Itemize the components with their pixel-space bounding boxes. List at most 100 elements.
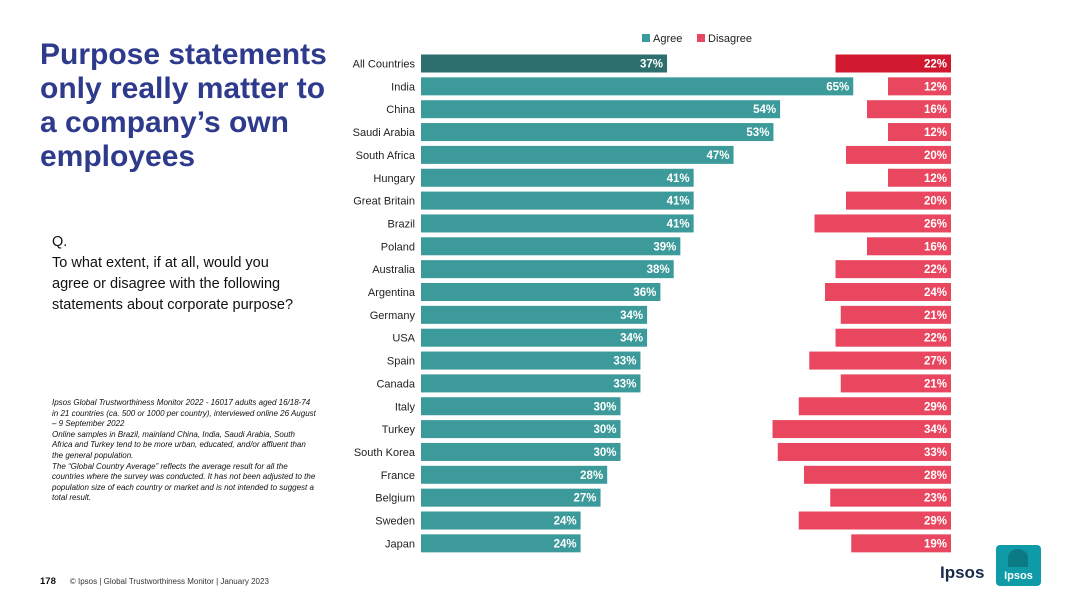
- agree-bar: [421, 260, 674, 279]
- footer: 178 © Ipsos | Global Trustworthiness Mon…: [40, 576, 269, 587]
- disagree-bar: [798, 397, 951, 416]
- agree-value-label: 33%: [613, 356, 636, 368]
- agree-value-label: 38%: [647, 264, 670, 276]
- ipsos-logo-icon: Ipsos: [996, 545, 1041, 586]
- category-label: Poland: [381, 241, 415, 253]
- disagree-value-label: 20%: [924, 150, 947, 162]
- survey-question: Q. To what extent, if at all, would you …: [52, 232, 302, 316]
- disagree-bar: [835, 328, 951, 347]
- disagree-value-label: 33%: [924, 447, 947, 459]
- agree-value-label: 28%: [580, 470, 603, 482]
- category-label: France: [381, 470, 415, 482]
- disagree-bar: [835, 54, 951, 73]
- agree-value-label: 53%: [746, 127, 769, 139]
- agree-bar: [421, 534, 581, 553]
- disagree-bar: [867, 237, 951, 256]
- disagree-value-label: 16%: [924, 241, 947, 253]
- category-label: Germany: [370, 310, 416, 322]
- disagree-value-label: 21%: [924, 378, 947, 390]
- agree-value-label: 41%: [667, 173, 690, 185]
- agree-bar: [421, 214, 694, 233]
- disagree-value-label: 28%: [924, 470, 947, 482]
- page-title: Purpose statements only really matter to…: [40, 38, 327, 173]
- disagree-value-label: 22%: [924, 333, 947, 345]
- disagree-bar: [825, 283, 951, 301]
- category-label: Argentina: [368, 287, 416, 299]
- agree-bar: [421, 374, 641, 393]
- agree-bar: [421, 283, 661, 301]
- agree-value-label: 30%: [593, 401, 616, 413]
- disagree-bar: [846, 191, 951, 210]
- agree-bar: [421, 191, 694, 210]
- question-prefix: Q.: [52, 234, 68, 250]
- category-label: South Korea: [354, 447, 416, 459]
- disagree-bar: [777, 442, 951, 461]
- disagree-bar: [840, 374, 951, 393]
- category-label: Brazil: [387, 218, 415, 230]
- disagree-value-label: 34%: [924, 424, 947, 436]
- legend-agree-label: Agree: [653, 33, 682, 45]
- agree-value-label: 41%: [667, 196, 690, 208]
- agree-bar: [421, 442, 621, 461]
- disagree-bar: [888, 123, 951, 142]
- agree-value-label: 33%: [613, 378, 636, 390]
- category-label: Sweden: [375, 516, 415, 528]
- disagree-bar: [772, 420, 951, 439]
- question-text: To what extent, if at all, would you agr…: [52, 255, 294, 313]
- agree-value-label: 39%: [653, 241, 676, 253]
- legend-agree-swatch: [642, 34, 650, 42]
- agree-value-label: 47%: [707, 150, 730, 162]
- agree-value-label: 34%: [620, 333, 643, 345]
- disagree-value-label: 27%: [924, 356, 947, 368]
- category-label: Australia: [372, 264, 416, 276]
- disagree-bar: [888, 77, 951, 96]
- agree-value-label: 34%: [620, 310, 643, 322]
- disagree-bar: [888, 168, 951, 187]
- agree-bar: [421, 420, 621, 439]
- disagree-bar: [809, 351, 951, 370]
- agree-bar: [421, 465, 608, 484]
- agree-bar: [421, 77, 854, 96]
- disagree-bar: [835, 260, 951, 279]
- footer-text: © Ipsos | Global Trustworthiness Monitor…: [69, 577, 269, 586]
- agree-bar: [421, 123, 774, 142]
- agree-value-label: 24%: [554, 516, 577, 528]
- agree-value-label: 36%: [633, 287, 656, 299]
- disagree-value-label: 12%: [924, 81, 947, 93]
- category-label: Hungary: [373, 173, 415, 185]
- note-online-samples: Online samples in Brazil, mainland China…: [52, 429, 306, 460]
- agree-bar: [421, 168, 694, 187]
- category-label: Italy: [395, 401, 416, 413]
- agree-value-label: 24%: [554, 538, 577, 550]
- category-label: Japan: [385, 538, 415, 550]
- category-label: Great Britain: [353, 196, 415, 208]
- category-label: Spain: [387, 356, 415, 368]
- agree-bar: [421, 351, 641, 370]
- agree-bar: [421, 237, 681, 256]
- agree-bar: [421, 145, 734, 164]
- disagree-bar: [798, 511, 951, 530]
- agree-value-label: 37%: [640, 59, 663, 71]
- agree-bar: [421, 305, 648, 324]
- agree-bar: [421, 397, 621, 416]
- disagree-bar: [830, 488, 951, 507]
- disagree-value-label: 24%: [924, 287, 947, 299]
- disagree-value-label: 21%: [924, 310, 947, 322]
- methodology-notes: Ipsos Global Trustworthiness Monitor 202…: [52, 398, 317, 504]
- agree-value-label: 54%: [753, 104, 776, 116]
- agree-value-label: 27%: [574, 493, 597, 505]
- disagree-bar: [851, 534, 951, 553]
- category-label: China: [386, 104, 416, 116]
- disagree-value-label: 22%: [924, 59, 947, 71]
- category-label: Saudi Arabia: [353, 127, 416, 139]
- agree-bar: [421, 54, 668, 73]
- disagree-bar: [846, 145, 951, 164]
- category-label: All Countries: [353, 59, 416, 71]
- page-number: 178: [40, 576, 56, 587]
- disagree-bar: [804, 465, 951, 484]
- disagree-value-label: 26%: [924, 218, 947, 230]
- disagree-bar: [840, 305, 951, 324]
- agree-value-label: 30%: [593, 447, 616, 459]
- category-label: Turkey: [382, 424, 416, 436]
- category-label: South Africa: [356, 150, 416, 162]
